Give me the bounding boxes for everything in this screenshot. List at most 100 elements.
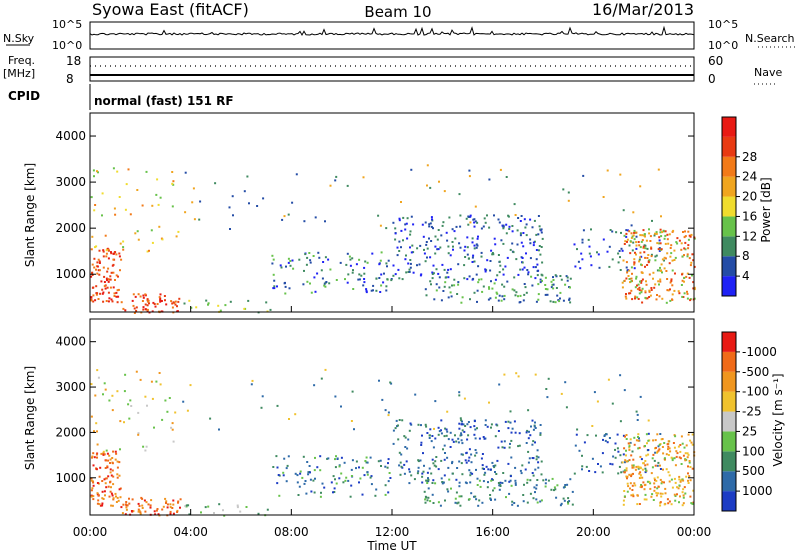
echo-cell: [646, 463, 649, 466]
echo-cell: [98, 503, 101, 506]
echo-cell: [309, 478, 312, 481]
echo-cell: [611, 258, 614, 261]
echo-cell: [451, 228, 454, 231]
echo-cell: [440, 477, 443, 480]
echo-cell: [187, 504, 190, 507]
echo-cell: [663, 442, 666, 444]
echo-cell: [363, 281, 366, 284]
echo-cell: [546, 293, 549, 296]
echo-cell: [434, 437, 437, 440]
echo-cell: [107, 459, 110, 462]
echo-cell: [90, 495, 93, 498]
echo-cell: [625, 434, 628, 436]
echo-cell: [649, 235, 652, 238]
echo-cell: [683, 280, 685, 283]
echo-cell: [531, 284, 534, 287]
echo-cell: [466, 438, 469, 441]
echo-cell: [386, 278, 389, 281]
echo-cell: [476, 289, 479, 292]
echo-cell: [642, 462, 645, 465]
echo-cell: [189, 384, 192, 387]
echo-cell: [426, 164, 429, 167]
echo-cell: [107, 248, 110, 251]
echo-cell: [441, 263, 444, 266]
echo-cell: [511, 288, 514, 291]
echo-cell: [533, 219, 536, 222]
echo-cell: [108, 495, 111, 498]
echo-cell: [299, 472, 302, 475]
echo-cell: [447, 296, 450, 299]
echo-cell: [358, 273, 361, 276]
echo-cell: [104, 287, 107, 290]
echo-cell: [537, 293, 540, 296]
echo-cell: [621, 286, 624, 289]
echo-cell: [276, 466, 279, 469]
echo-cell: [172, 440, 175, 443]
echo-cell: [641, 234, 644, 237]
echo-cell: [475, 243, 478, 246]
echo-cell: [660, 248, 663, 251]
echo-cell: [409, 259, 412, 261]
echo-cell: [171, 306, 174, 309]
echo-cell: [642, 245, 645, 248]
echo-cell: [323, 284, 326, 287]
echo-cell: [277, 474, 280, 476]
echo-cell: [458, 427, 461, 430]
colorbar-swatch: [722, 176, 736, 197]
echo-cell: [90, 298, 93, 301]
echo-cell: [414, 393, 417, 396]
echo-cell: [313, 384, 316, 387]
echo-cell: [631, 464, 634, 467]
echo-cell: [553, 486, 556, 489]
echo-cell: [556, 294, 559, 297]
echo-cell: [350, 468, 353, 471]
time-x-axis: 00:00 04:00 08:00 12:00 16:00 20:00 00:00: [73, 306, 711, 539]
colorbar-swatch: [722, 491, 736, 511]
echo-cell: [567, 191, 570, 194]
echo-cell: [110, 504, 113, 507]
echo-cell: [468, 498, 471, 501]
echo-cell: [459, 214, 462, 217]
echo-cell: [663, 503, 666, 506]
echo-cell: [627, 485, 630, 488]
echo-cell: [633, 267, 636, 270]
echo-cell: [643, 233, 646, 236]
echo-cell: [177, 500, 180, 503]
echo-cell: [495, 473, 498, 475]
echo-cell: [693, 288, 696, 291]
echo-cell: [370, 483, 373, 486]
echo-cell: [534, 277, 537, 280]
echo-cell: [118, 474, 121, 477]
echo-cell: [431, 435, 434, 437]
colorbar-tick-label: 12: [742, 229, 757, 243]
echo-cell: [346, 281, 349, 284]
echo-cell: [626, 238, 629, 241]
echo-cell: [647, 419, 650, 422]
echo-cell: [654, 451, 657, 454]
echo-cell: [503, 440, 506, 443]
echo-cell: [125, 183, 128, 186]
echo-cell: [644, 290, 647, 293]
echo-cell: [412, 251, 415, 254]
echo-cell: [669, 288, 671, 291]
echo-cell: [387, 414, 390, 417]
echo-cell: [107, 300, 110, 303]
echo-cell: [435, 289, 438, 292]
echo-cell: [434, 252, 437, 255]
echo-cell: [676, 493, 678, 496]
echo-cell: [172, 512, 175, 515]
echo-cell: [133, 312, 136, 314]
echo-cell: [669, 247, 672, 249]
echo-cell: [638, 503, 641, 505]
echo-cell: [482, 480, 485, 483]
echo-cell: [409, 262, 412, 265]
echo-cell: [93, 456, 96, 459]
echo-cell: [429, 256, 432, 259]
echo-cell: [519, 234, 522, 237]
echo-cell: [284, 281, 286, 284]
echo-cell: [402, 239, 404, 242]
echo-cell: [272, 466, 275, 468]
echo-cell: [641, 485, 643, 488]
echo-cell: [469, 214, 472, 217]
echo-cell: [379, 459, 382, 462]
